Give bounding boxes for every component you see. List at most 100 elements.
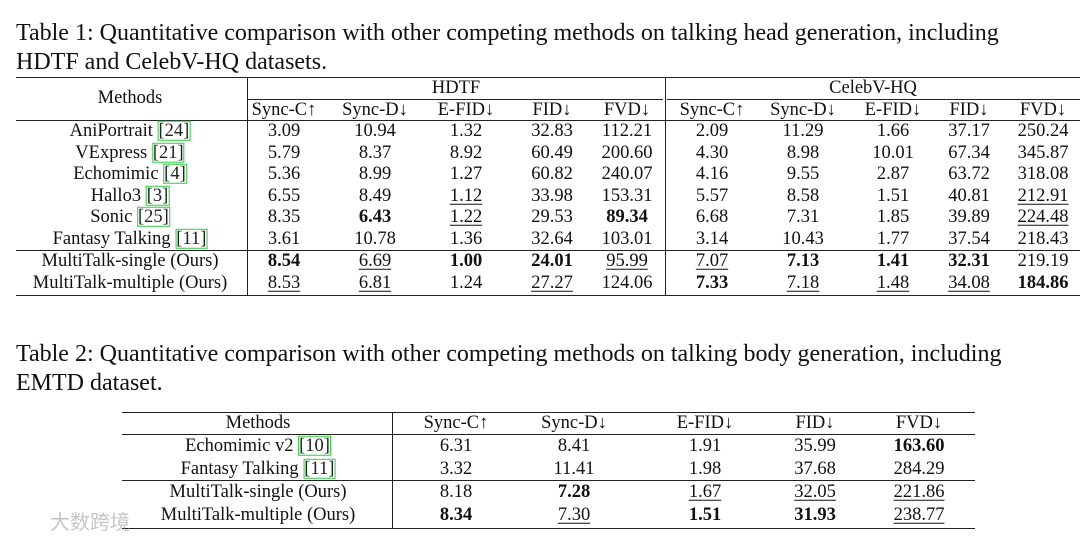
value-cell: 4.30: [695, 142, 729, 163]
value-cell: 32.83: [531, 120, 573, 141]
value-cell: 5.36: [267, 163, 301, 184]
rule: [16, 295, 1080, 296]
value-cell: 8.98: [786, 142, 820, 163]
rule: [122, 480, 975, 481]
value-cell: 1.41: [876, 250, 910, 271]
column-header: E-FID↓: [676, 412, 734, 433]
citation[interactable]: [11]: [303, 458, 336, 479]
value-cell: 6.55: [267, 185, 301, 206]
value-cell: 1.00: [449, 250, 483, 271]
column-header: E-FID↓: [864, 99, 922, 120]
value-cell: 1.85: [876, 206, 910, 227]
method-name: MultiTalk-multiple (Ours): [32, 272, 228, 293]
value-cell: 7.13: [786, 250, 820, 271]
rule: [122, 434, 975, 435]
value-cell: 37.54: [948, 228, 990, 249]
caption: EMTD dataset.: [16, 370, 163, 396]
value-cell: 31.93: [794, 504, 836, 525]
value-cell: 7.30: [557, 504, 591, 525]
value-cell: 8.18: [439, 481, 473, 502]
group-header: CelebV-HQ: [829, 77, 917, 98]
value-cell: 8.58: [786, 185, 820, 206]
value-cell: 6.81: [358, 272, 392, 293]
caption: HDTF and CelebV-HQ datasets.: [16, 49, 328, 75]
value-cell: 1.77: [876, 228, 910, 249]
column-header: Sync-D↓: [342, 99, 408, 120]
value-cell: 7.07: [695, 250, 729, 271]
method-cell: MultiTalk-single (Ours): [42, 252, 219, 271]
value-cell: 318.08: [1017, 163, 1069, 184]
value-cell: 6.69: [358, 250, 392, 271]
column-header: FID↓: [532, 99, 572, 120]
value-cell: 1.51: [688, 504, 722, 525]
method-name: Echomimic v2: [185, 435, 294, 456]
method-cell: Echomimic [4]: [73, 163, 187, 184]
citation[interactable]: [3]: [145, 185, 170, 206]
citation[interactable]: [25]: [136, 206, 170, 227]
method-cell: Fantasy Talking [11]: [52, 228, 208, 249]
column-header: FVD↓: [1019, 99, 1067, 120]
method-name: Fantasy Talking: [52, 228, 171, 249]
value-cell: 6.31: [439, 435, 473, 456]
value-cell: 8.54: [267, 250, 301, 271]
value-cell: 6.43: [358, 206, 392, 227]
method-cell: MultiTalk-multiple (Ours): [161, 506, 355, 525]
value-cell: 8.99: [358, 163, 392, 184]
citation[interactable]: [10]: [298, 435, 331, 456]
citation[interactable]: [11]: [175, 228, 208, 249]
method-cell: Echomimic v2 [10]: [185, 435, 331, 456]
method-cell: Hallo3 [3]: [91, 185, 170, 206]
method-cell: MultiTalk-single (Ours): [170, 483, 347, 502]
value-cell: 95.99: [606, 250, 648, 271]
rule: [247, 99, 663, 100]
value-cell: 11.41: [553, 458, 595, 479]
value-cell: 7.31: [786, 206, 820, 227]
citation[interactable]: [24]: [157, 120, 191, 141]
citation[interactable]: [21]: [151, 142, 185, 163]
value-cell: 153.31: [601, 185, 653, 206]
rule: [16, 120, 1080, 121]
value-cell: 32.64: [531, 228, 573, 249]
value-cell: 7.28: [557, 481, 591, 502]
method-cell: Fantasy Talking [11]: [181, 458, 336, 479]
value-cell: 27.27: [531, 272, 573, 293]
value-cell: 6.68: [695, 206, 729, 227]
value-cell: 8.34: [439, 504, 473, 525]
value-cell: 10.43: [782, 228, 824, 249]
value-cell: 60.82: [531, 163, 573, 184]
column-rule: [247, 77, 248, 296]
rule: [16, 77, 1080, 78]
value-cell: 200.60: [601, 142, 653, 163]
rule: [16, 250, 1080, 251]
value-cell: 219.19: [1017, 250, 1069, 271]
value-cell: 8.41: [557, 435, 591, 456]
value-cell: 3.61: [267, 228, 301, 249]
rule: [122, 528, 975, 529]
column-header: FID↓: [949, 99, 989, 120]
value-cell: 4.16: [695, 163, 729, 184]
method-cell: AniPortrait [24]: [70, 120, 191, 141]
value-cell: 63.72: [948, 163, 990, 184]
method-cell: Sonic [25]: [90, 206, 170, 227]
group-header: HDTF: [431, 77, 481, 98]
watermark: 大数跨境: [50, 510, 130, 534]
value-cell: 35.99: [794, 435, 836, 456]
value-cell: 212.91: [1017, 185, 1069, 206]
method-cell: VExpress [21]: [75, 142, 185, 163]
column-header: Sync-D↓: [770, 99, 836, 120]
value-cell: 67.34: [948, 142, 990, 163]
column-header: Sync-C↑: [679, 99, 745, 120]
value-cell: 124.06: [601, 272, 653, 293]
value-cell: 218.43: [1017, 228, 1069, 249]
value-cell: 2.87: [876, 163, 910, 184]
value-cell: 29.53: [531, 206, 573, 227]
caption: Table 1: Quantitative comparison with ot…: [16, 20, 999, 46]
value-cell: 89.34: [606, 206, 648, 227]
value-cell: 8.35: [267, 206, 301, 227]
value-cell: 39.89: [948, 206, 990, 227]
citation[interactable]: [4]: [163, 163, 187, 184]
column-header: FID↓: [795, 412, 835, 433]
value-cell: 1.36: [449, 228, 483, 249]
rule: [667, 99, 1080, 100]
